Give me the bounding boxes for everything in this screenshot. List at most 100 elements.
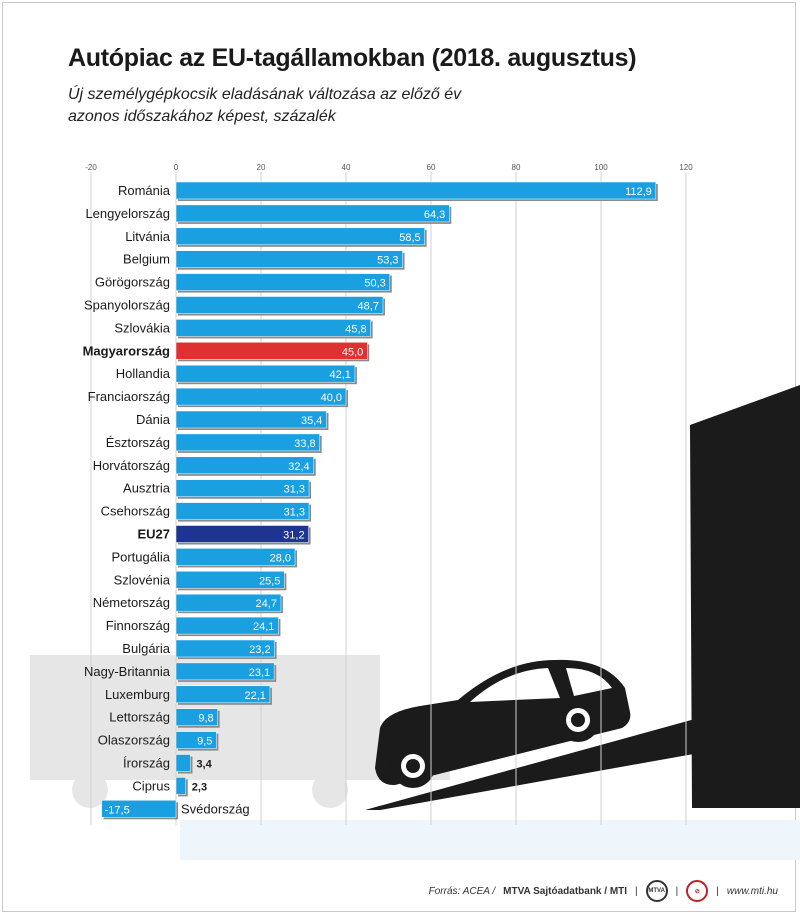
value-label: 58,5 — [399, 232, 420, 244]
floor-shade — [180, 820, 800, 860]
website-link[interactable]: www.mti.hu — [726, 885, 778, 897]
x-tick-label: 80 — [512, 163, 521, 172]
x-tick-label: 40 — [342, 163, 351, 172]
x-tick-label: 120 — [679, 163, 693, 172]
category-label: Olaszország — [98, 733, 170, 748]
category-label: Ausztria — [123, 481, 171, 496]
subtitle-line-1: Új személygépkocsik eladásának változása… — [68, 86, 462, 103]
category-label: Belgium — [123, 252, 170, 267]
category-label: Hollandia — [116, 366, 171, 381]
category-labels: Románia Lengyelország Litvánia Belgium Görög… — [83, 183, 250, 816]
bar — [175, 616, 279, 635]
bar — [175, 227, 425, 246]
bar — [175, 273, 391, 291]
car-icon — [375, 659, 631, 788]
bar — [175, 364, 356, 383]
bar — [175, 525, 309, 543]
value-label: 48,7 — [358, 301, 379, 313]
category-label: Portugália — [111, 549, 170, 564]
bar — [175, 685, 271, 704]
bar — [175, 777, 187, 795]
category-label: Spanyolország — [84, 298, 170, 313]
value-label: 42,1 — [330, 369, 351, 381]
mti-logo-icon: ⊘ — [686, 880, 709, 902]
value-label: 45,0 — [342, 346, 363, 358]
value-label: 64,3 — [424, 209, 445, 221]
bar — [175, 548, 296, 566]
separator: | — [716, 885, 719, 897]
x-tick-label: 60 — [427, 163, 436, 172]
value-label: 31,3 — [284, 507, 305, 519]
bar — [175, 754, 191, 772]
bar — [175, 708, 218, 726]
bar — [175, 387, 347, 406]
value-label: 33,8 — [294, 438, 315, 450]
value-label: 9,5 — [197, 736, 212, 748]
bar — [175, 731, 217, 749]
category-label: Finnország — [106, 618, 170, 633]
bar — [175, 456, 314, 475]
bar — [175, 479, 310, 497]
value-labels: 112,9 64,3 58,553,3 50,3 48,7 45,8 45,0 42,1 40,… — [105, 186, 652, 816]
value-label: 9,8 — [198, 713, 213, 725]
value-label: 28,0 — [270, 552, 291, 564]
subtitle-line-2: azonos időszakához képest, százalék — [68, 108, 336, 125]
category-label: Luxemburg — [105, 687, 170, 702]
value-label: 32,4 — [288, 461, 309, 473]
separator: | — [675, 885, 679, 897]
ramp — [365, 690, 800, 810]
value-label: 50,3 — [364, 278, 385, 290]
value-label: 23,1 — [249, 667, 270, 679]
bar — [175, 181, 657, 200]
category-label: Szlovákia — [114, 320, 170, 335]
bar — [175, 342, 368, 360]
category-label: Bulgária — [122, 641, 170, 656]
value-label: 22,1 — [245, 690, 266, 702]
bar — [175, 502, 310, 520]
bar — [175, 204, 450, 223]
bar — [175, 593, 282, 612]
category-label: Magyarország — [83, 343, 170, 358]
value-label: 25,5 — [259, 575, 280, 587]
bar — [175, 571, 285, 589]
bar — [101, 800, 177, 818]
x-tick-label: 100 — [594, 163, 608, 172]
separator: | — [635, 885, 638, 897]
category-label: Franciaország — [88, 389, 170, 404]
category-label: Lettország — [109, 710, 170, 725]
value-label: 3,4 — [196, 759, 212, 771]
value-label: 45,8 — [345, 323, 366, 335]
category-label: Nagy-Britannia — [84, 664, 171, 679]
x-tick-label: 20 — [257, 163, 266, 172]
category-label: Románia — [118, 183, 171, 198]
bar — [175, 639, 275, 658]
category-label: Észtország — [106, 435, 170, 450]
value-label: 31,3 — [284, 484, 305, 496]
page-title: Autópiac az EU-tagállamokban (2018. augu… — [68, 44, 637, 72]
bar — [175, 319, 371, 337]
background-illustration — [30, 385, 800, 860]
value-label: 53,3 — [377, 255, 398, 267]
mtva-logo-icon: MTVA — [645, 880, 668, 902]
category-label: Lengyelország — [85, 206, 170, 221]
bar — [175, 433, 320, 452]
source-bold: MTVA Sajtóadatbank / MTI — [503, 885, 628, 897]
source-prefix: Forrás: ACEA / — [428, 885, 496, 897]
value-label: -17,5 — [105, 804, 130, 816]
category-label: Csehország — [101, 504, 170, 519]
value-label: 35,4 — [301, 415, 322, 427]
source-footer: Forrás: ACEA / MTVA Sajtóadatbank / MTI … — [429, 880, 778, 902]
value-label: 31,2 — [283, 530, 304, 542]
category-label: Görögország — [95, 275, 170, 290]
category-label: Litvánia — [125, 229, 171, 244]
value-label: 112,9 — [625, 186, 652, 198]
bar — [175, 250, 403, 268]
value-label: 23,2 — [249, 644, 270, 656]
category-label: Ciprus — [132, 778, 170, 793]
category-label: Svédország — [181, 801, 250, 816]
x-axis-ticks: -20 0 20 40 60 80 100 120 — [85, 163, 693, 172]
x-tick-label: -20 — [85, 163, 97, 172]
bar — [175, 410, 327, 429]
value-label: 24,1 — [253, 621, 274, 633]
